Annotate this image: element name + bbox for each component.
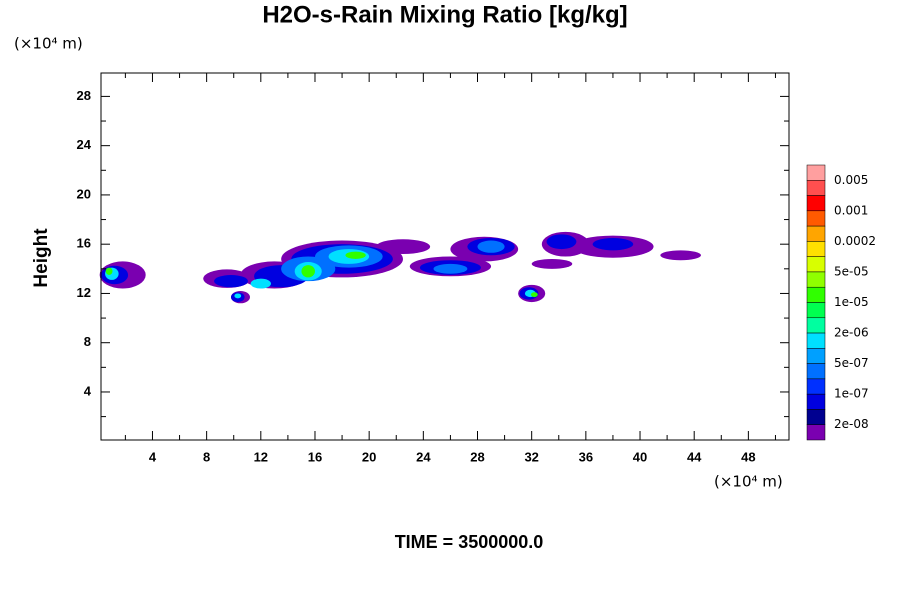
contour-region [345,251,366,259]
x-tick-label: 32 [524,449,538,464]
colorbar-swatch [806,195,826,212]
colorbar-swatch [806,424,826,441]
contour-region [234,293,242,299]
plot-frame [100,72,790,441]
colorbar-swatch [806,241,826,257]
contour-region [477,240,505,253]
colorbar-swatch [806,164,826,181]
contour-region [105,267,113,275]
x-tick-label: 40 [633,449,647,464]
y-tick-label: 20 [77,186,91,201]
colorbar-swatch [806,256,826,273]
colorbar-label: 2e-06 [834,326,869,340]
colorbar-swatch [806,348,826,364]
colorbar-swatch [806,302,826,319]
colorbar-label: 0.005 [834,173,868,187]
contour-region [531,292,538,298]
contour-field [99,231,701,304]
x-tick-label: 36 [579,449,593,464]
colorbar-swatch [806,378,826,395]
contour-region [531,258,573,269]
x-tick-label: 28 [470,449,484,464]
x-tick-label: 4 [149,449,157,464]
x-tick-label: 8 [203,449,210,464]
contour-region [433,263,468,274]
y-axis-label: Height [31,228,52,288]
x-tick-label: 12 [254,449,268,464]
colorbar-swatch [806,332,826,349]
colorbar-label: 2e-08 [834,417,869,431]
colorbar-swatch [806,393,826,410]
contour-region [546,234,577,250]
x-tick-label: 48 [741,449,755,464]
contour-region [301,265,315,278]
footer: TIME = 3500000.0 [395,532,544,552]
colorbar-swatch [806,271,826,288]
y-unit: (×10⁴ m) [14,35,83,53]
y-tick-label: 12 [77,285,91,300]
colorbar-label: 5e-07 [834,356,869,370]
y-tick-label: 8 [84,334,91,349]
contour-region [592,238,634,251]
x-tick-label: 44 [687,449,702,464]
x-unit: (×10⁴ m) [714,473,783,491]
x-tick-label: 20 [362,449,376,464]
contour-region [375,239,431,255]
y-tick-label: 24 [77,137,92,152]
contour-region [214,274,248,288]
contour-region [660,250,701,261]
colorbar-label: 0.0002 [834,234,876,248]
colorbar-swatch [806,409,826,425]
colorbar-label: 5e-05 [834,264,869,278]
x-tick-label: 16 [308,449,322,464]
y-tick-label: 16 [77,236,91,251]
colorbar-swatch [806,286,826,303]
y-tick-label: 4 [84,383,92,398]
contour-region [250,278,271,289]
colorbar-swatch [806,225,826,242]
colorbar-label: 0.001 [834,203,868,217]
colorbar-swatch [806,363,826,380]
colorbar-swatch [806,180,826,196]
colorbar-label: 1e-05 [834,295,869,309]
chart-title: H2O-s-Rain Mixing Ratio [kg/kg] [262,1,627,28]
colorbar-label: 1e-07 [834,387,869,401]
y-tick-label: 28 [77,88,91,103]
colorbar-swatch [806,317,826,334]
x-tick-label: 24 [416,449,431,464]
colorbar-swatch [806,210,826,227]
